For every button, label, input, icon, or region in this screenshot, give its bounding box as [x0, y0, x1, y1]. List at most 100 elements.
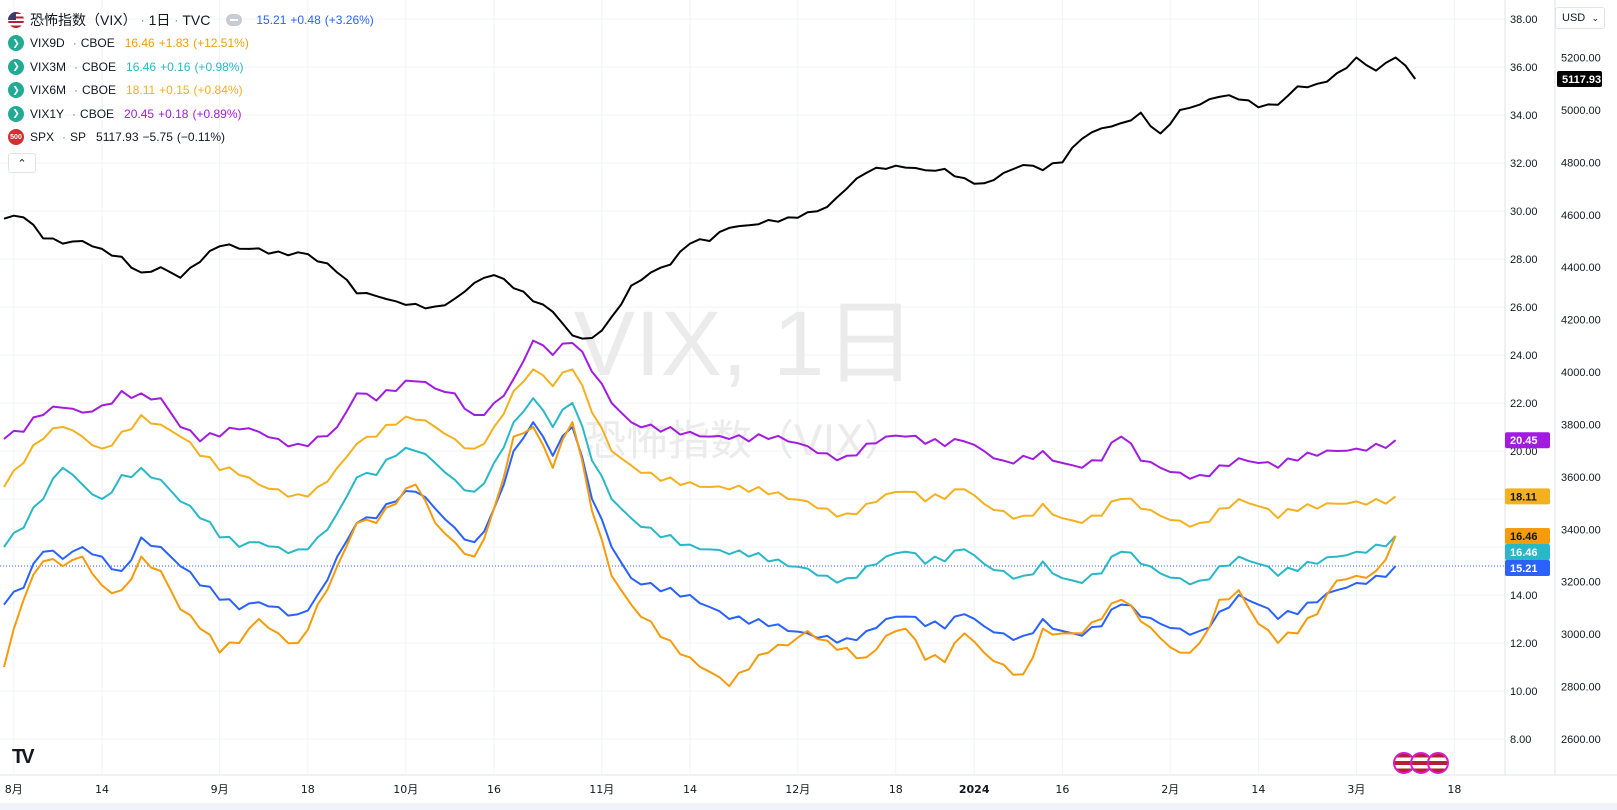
grid — [0, 0, 1505, 775]
time-axis-label: 2024 — [959, 783, 990, 796]
legend-change-pct: (+0.84%) — [193, 83, 243, 98]
last-value-label: 16.46 — [1510, 531, 1538, 543]
watermark-title: VIX, 1日 — [574, 293, 917, 395]
arrow-right-icon: ❯ — [8, 35, 24, 52]
series-line-vix9d — [3, 421, 1397, 688]
legend-row-vix1y[interactable]: ❯ VIX1Y · CBOE 20.45 +0.18 (+0.89%) — [8, 102, 378, 126]
time-axis-label: 11月 — [589, 783, 614, 796]
us-flag-icon — [8, 11, 24, 28]
legend-change-pct: (+12.51%) — [193, 36, 249, 51]
last-value-label: 15.21 — [1510, 563, 1538, 575]
time-axis-label: 14 — [95, 783, 109, 796]
time-axis-label: 18 — [1447, 783, 1461, 796]
right-axis-tick-label: 4800.00 — [1561, 157, 1601, 169]
legend-exchange: CBOE — [80, 106, 115, 121]
time-axis-label: 14 — [1251, 783, 1265, 796]
last-value-label-bg — [1505, 527, 1550, 544]
legend-symbol: VIX1Y — [30, 106, 65, 121]
time-axis-label: 18 — [301, 783, 315, 796]
last-value-label: 18.11 — [1510, 491, 1537, 503]
legend-change: +0.16 — [160, 59, 191, 74]
last-value-label: 20.45 — [1510, 435, 1538, 447]
legend-change: +1.83 — [158, 36, 190, 51]
legend-row-vix6m[interactable]: ❯ VIX6M · CBOE 18.11 +0.15 (+0.84%) — [8, 79, 378, 103]
tradingview-logo-icon[interactable]: TV — [12, 746, 34, 768]
main-last-value: 15.21 — [256, 12, 287, 27]
left-axis-tick-label: 36.00 — [1510, 62, 1538, 74]
left-axis-tick-label: 14.00 — [1510, 590, 1538, 602]
last-value-label: 5117.93 — [1562, 74, 1601, 86]
last-value-label-bg — [1505, 432, 1550, 449]
main-symbol-title: 恐怖指数（VIX） — [30, 11, 137, 28]
left-axis-tick-label: 34.00 — [1510, 110, 1538, 122]
time-axis-label: 14 — [683, 783, 697, 796]
series-line-vix6m — [3, 368, 1397, 528]
time-axis-label: 10月 — [393, 783, 418, 796]
legend-change: −5.75 — [142, 130, 173, 145]
arrow-right-icon: ❯ — [8, 82, 24, 99]
legend-last-value: 16.46 — [124, 36, 155, 51]
last-value-labels: 5117.93 20.45 18.11 16.46 16.46 15.21 — [1505, 71, 1602, 576]
legend-last-value: 5117.93 — [96, 130, 139, 145]
chevron-down-icon: ⌄ — [1591, 12, 1599, 23]
series-lines — [0, 56, 1505, 688]
left-axis-tick-label: 38.00 — [1510, 14, 1538, 26]
legend-change-pct: (−0.11%) — [176, 130, 226, 145]
legend-last-value: 18.11 — [126, 83, 156, 98]
legend-exchange: SP — [70, 130, 87, 145]
legend: 恐怖指数（VIX） · 1日 · TVC 15.21 +0.48 (+3.26%… — [8, 8, 378, 173]
left-axis-tick-label: 8.00 — [1510, 734, 1531, 746]
main-interval[interactable]: 1日 — [148, 11, 171, 28]
last-value-label-bg — [1557, 71, 1602, 88]
main-symbol-row[interactable]: 恐怖指数（VIX） · 1日 · TVC 15.21 +0.48 (+3.26%… — [8, 8, 378, 32]
series-line-vix1y — [3, 339, 1397, 480]
right-axis-tick-label: 3200.00 — [1561, 577, 1601, 589]
legend-symbol: SPX — [30, 130, 55, 145]
right-axis-tick-label: 3800.00 — [1561, 419, 1601, 431]
right-axis-tick-label: 4000.00 — [1561, 367, 1601, 379]
time-axis-label: 2月 — [1161, 783, 1179, 796]
arrow-right-icon: ❯ — [8, 58, 24, 75]
watermark: VIX, 1日 恐怖指数（VIX） — [574, 293, 917, 465]
legend-change: +0.18 — [158, 106, 189, 121]
left-axis-tick-label: 20.00 — [1510, 446, 1538, 458]
main-source: TVC — [182, 11, 211, 28]
legend-row-vix9d[interactable]: ❯ VIX9D · CBOE 16.46 +1.83 (+12.51%) — [8, 32, 378, 56]
legend-symbol: VIX9D — [30, 36, 65, 51]
time-axis-label: 16 — [1055, 783, 1069, 796]
time-axis-label: 9月 — [211, 783, 229, 796]
currency-label: USD — [1562, 12, 1586, 24]
right-axis-tick-label: 3600.00 — [1561, 472, 1601, 484]
right-axis-tick-label: 4200.00 — [1561, 315, 1601, 327]
right-axis-tick-label: 5200.00 — [1561, 53, 1601, 65]
left-axis-tick-label: 10.00 — [1510, 686, 1538, 698]
legend-symbol: VIX3M — [30, 59, 67, 74]
right-axis-tick-label: 2600.00 — [1561, 734, 1601, 746]
visibility-toggle-icon[interactable] — [226, 13, 243, 26]
chevron-up-icon: ⌃ — [17, 157, 27, 170]
events-flags[interactable] — [1393, 752, 1449, 774]
right-axis-tick-label: 3000.00 — [1561, 629, 1601, 641]
legend-exchange: CBOE — [80, 36, 115, 51]
currency-selector[interactable]: USD ⌄ — [1555, 7, 1605, 29]
last-value-label-bg — [1505, 488, 1550, 505]
legend-collapse-button[interactable]: ⌃ — [8, 153, 36, 173]
left-axis-tick-label: 26.00 — [1510, 302, 1538, 314]
legend-row-vix3m[interactable]: ❯ VIX3M · CBOE 16.46 +0.16 (+0.98%) — [8, 55, 378, 79]
last-value-label-bg — [1505, 543, 1550, 560]
last-value-label-bg — [1505, 559, 1550, 576]
time-axis-label: 12月 — [785, 783, 810, 796]
us-flag-icon[interactable] — [1427, 752, 1449, 774]
legend-row-spx[interactable]: 500 SPX · SP 5117.93 −5.75 (−0.11%) — [8, 126, 378, 150]
left-axis-tick-label: 28.00 — [1510, 254, 1538, 266]
series-line-vix — [3, 421, 1397, 644]
left-axis-tick-label: 22.00 — [1510, 398, 1538, 410]
main-change-pct: (+3.26%) — [324, 12, 374, 27]
left-axis-tick-label: 24.00 — [1510, 350, 1538, 362]
series-line-vix3m — [3, 397, 1397, 586]
legend-exchange: CBOE — [82, 59, 117, 74]
legend-change: +0.15 — [159, 83, 190, 98]
series-line-spx — [3, 56, 1417, 340]
time-axis-label: 18 — [889, 783, 903, 796]
